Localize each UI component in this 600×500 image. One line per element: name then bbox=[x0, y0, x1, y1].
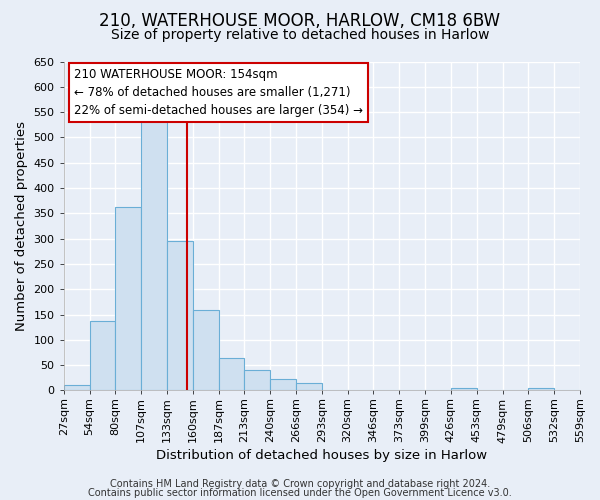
X-axis label: Distribution of detached houses by size in Harlow: Distribution of detached houses by size … bbox=[156, 450, 487, 462]
Text: 210, WATERHOUSE MOOR, HARLOW, CM18 6BW: 210, WATERHOUSE MOOR, HARLOW, CM18 6BW bbox=[100, 12, 500, 30]
Bar bbox=[451, 388, 477, 390]
Text: Contains HM Land Registry data © Crown copyright and database right 2024.: Contains HM Land Registry data © Crown c… bbox=[110, 479, 490, 489]
Y-axis label: Number of detached properties: Number of detached properties bbox=[15, 121, 28, 331]
Bar bbox=[296, 383, 322, 390]
Bar bbox=[529, 388, 554, 390]
Bar bbox=[218, 358, 244, 390]
Bar bbox=[270, 380, 296, 390]
Bar bbox=[89, 321, 115, 390]
Bar bbox=[64, 386, 89, 390]
Bar bbox=[193, 310, 218, 390]
Text: Contains public sector information licensed under the Open Government Licence v3: Contains public sector information licen… bbox=[88, 488, 512, 498]
Bar bbox=[115, 207, 141, 390]
Bar bbox=[141, 118, 167, 390]
Text: Size of property relative to detached houses in Harlow: Size of property relative to detached ho… bbox=[111, 28, 489, 42]
Bar bbox=[167, 241, 193, 390]
Bar bbox=[244, 370, 270, 390]
Text: 210 WATERHOUSE MOOR: 154sqm
← 78% of detached houses are smaller (1,271)
22% of : 210 WATERHOUSE MOOR: 154sqm ← 78% of det… bbox=[74, 68, 363, 117]
